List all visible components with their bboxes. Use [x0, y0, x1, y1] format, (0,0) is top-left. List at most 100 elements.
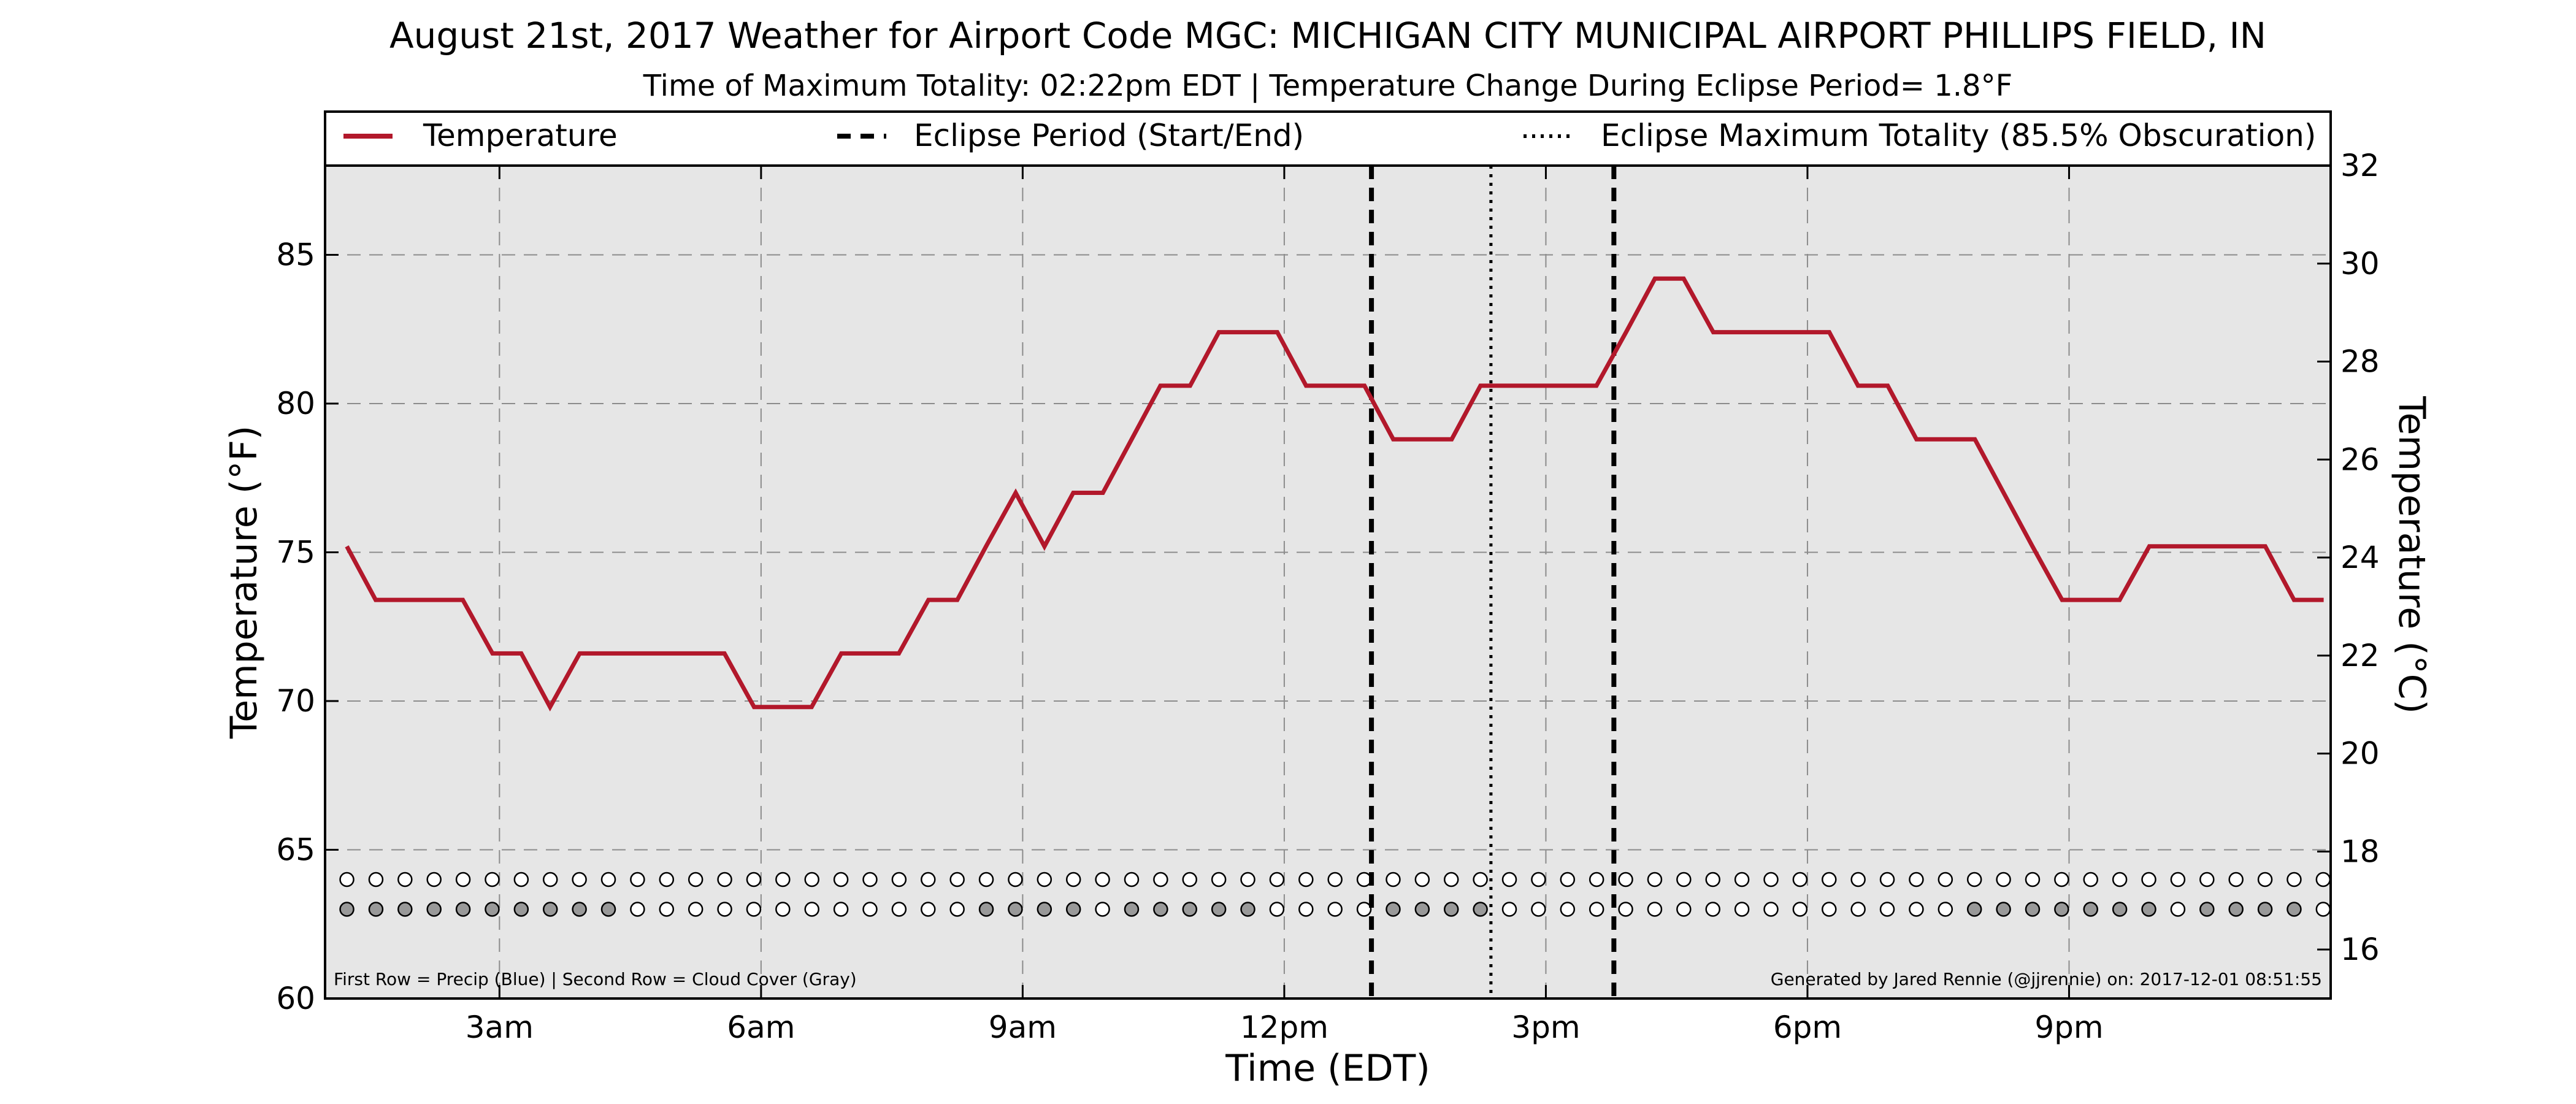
series-layer — [345, 276, 2324, 712]
precip-indicator — [1124, 872, 1140, 887]
cloud-indicator — [833, 902, 849, 917]
y-tick-label: 75 — [276, 535, 315, 570]
precip-indicator — [1792, 872, 1808, 887]
chart-title: August 21st, 2017 Weather for Airport Co… — [389, 15, 2266, 56]
cloud-indicator — [2199, 902, 2215, 917]
cloud-indicator — [2170, 902, 2186, 917]
cloud-indicator — [485, 902, 500, 917]
cloud-indicator — [1909, 902, 1924, 917]
cloud-indicator — [1473, 902, 1488, 917]
precip-indicator — [2112, 872, 2128, 887]
precip-indicator — [1473, 872, 1488, 887]
cloud-indicator — [1008, 902, 1023, 917]
y-right-tick-label: 22 — [2340, 638, 2380, 673]
precip-indicator — [1386, 872, 1401, 887]
precip-indicator — [775, 872, 791, 887]
y-tick-label: 80 — [276, 386, 315, 421]
precip-indicator — [978, 872, 994, 887]
precip-indicator — [1647, 872, 1663, 887]
cloud-indicator — [949, 902, 965, 917]
precip-indicator — [600, 872, 616, 887]
cloud-indicator — [1560, 902, 1576, 917]
precip-indicator — [1298, 872, 1314, 887]
precip-indicator — [2228, 872, 2244, 887]
precip-indicator — [1037, 872, 1052, 887]
y-right-tick-label: 18 — [2340, 834, 2380, 869]
cloud-indicator — [1356, 902, 1372, 917]
precip-indicator — [2257, 872, 2273, 887]
precip-indicator — [426, 872, 442, 887]
cloud-indicator — [600, 902, 616, 917]
precip-indicator — [1182, 872, 1198, 887]
precip-indicator — [804, 872, 819, 887]
precip-indicator — [1211, 872, 1227, 887]
precip-indicator — [1676, 872, 1692, 887]
cloud-indicator — [891, 902, 907, 917]
cloud-indicator — [1269, 902, 1285, 917]
cloud-indicator — [397, 902, 413, 917]
precip-indicator — [630, 872, 645, 887]
legend: Temperature Eclipse Period (Start/End) E… — [324, 110, 2332, 167]
precip-indicator — [949, 872, 965, 887]
cloud-indicator — [1589, 902, 1604, 917]
cloud-indicator — [1501, 902, 1517, 917]
cloud-indicator — [1386, 902, 1401, 917]
y-tick-label: 70 — [276, 683, 315, 719]
precip-indicator — [1909, 872, 1924, 887]
x-tick-label: 12pm — [1240, 1010, 1328, 1045]
cloud-indicator — [659, 902, 675, 917]
precip-indicator — [1443, 872, 1459, 887]
indicator-rows — [339, 872, 2331, 917]
y-axis-label-right: Temperature (°C) — [2390, 396, 2433, 714]
y-right-tick-label: 26 — [2340, 442, 2380, 477]
cloud-indicator — [1182, 902, 1198, 917]
grid-lines — [325, 166, 2331, 999]
precip-indicator — [1822, 872, 1837, 887]
cloud-indicator — [1676, 902, 1692, 917]
precip-indicator — [1560, 872, 1576, 887]
cloud-indicator — [775, 902, 791, 917]
cloud-indicator — [804, 902, 819, 917]
precip-indicator — [455, 872, 471, 887]
cloud-indicator — [921, 902, 936, 917]
legend-label-eclipse-max: Eclipse Maximum Totality (85.5% Obscurat… — [1601, 118, 2316, 153]
precip-indicator — [1501, 872, 1517, 887]
precip-indicator — [1734, 872, 1750, 887]
precip-indicator — [921, 872, 936, 887]
cloud-indicator — [1618, 902, 1633, 917]
cloud-indicator — [1095, 902, 1110, 917]
precip-indicator — [2287, 872, 2302, 887]
precip-indicator — [485, 872, 500, 887]
precip-indicator — [2315, 872, 2331, 887]
cloud-indicator — [630, 902, 645, 917]
cloud-indicator — [513, 902, 529, 917]
precip-indicator — [2170, 872, 2186, 887]
cloud-indicator — [862, 902, 878, 917]
precip-indicator — [688, 872, 703, 887]
cloud-indicator — [1763, 902, 1779, 917]
y-tick-label: 85 — [276, 237, 315, 273]
cloud-indicator — [1938, 902, 1953, 917]
cloud-indicator — [2025, 902, 2041, 917]
cloud-indicator — [1879, 902, 1895, 917]
x-axis-label: Time (EDT) — [1225, 1047, 1430, 1090]
precip-indicator — [862, 872, 878, 887]
cloud-indicator — [2257, 902, 2273, 917]
x-tick-label: 6pm — [1773, 1010, 1842, 1045]
y-right-tick-label: 28 — [2340, 344, 2380, 380]
precip-indicator — [1589, 872, 1604, 887]
precip-indicator — [397, 872, 413, 887]
cloud-indicator — [688, 902, 703, 917]
cloud-indicator — [746, 902, 762, 917]
cloud-indicator — [1211, 902, 1227, 917]
precip-indicator — [2141, 872, 2156, 887]
x-tick-label: 9pm — [2034, 1010, 2103, 1045]
cloud-indicator — [1792, 902, 1808, 917]
cloud-indicator — [1240, 902, 1255, 917]
cloud-indicator — [1153, 902, 1168, 917]
cloud-indicator — [2141, 902, 2156, 917]
cloud-indicator — [2315, 902, 2331, 917]
cloud-indicator — [368, 902, 384, 917]
precip-indicator — [2083, 872, 2098, 887]
